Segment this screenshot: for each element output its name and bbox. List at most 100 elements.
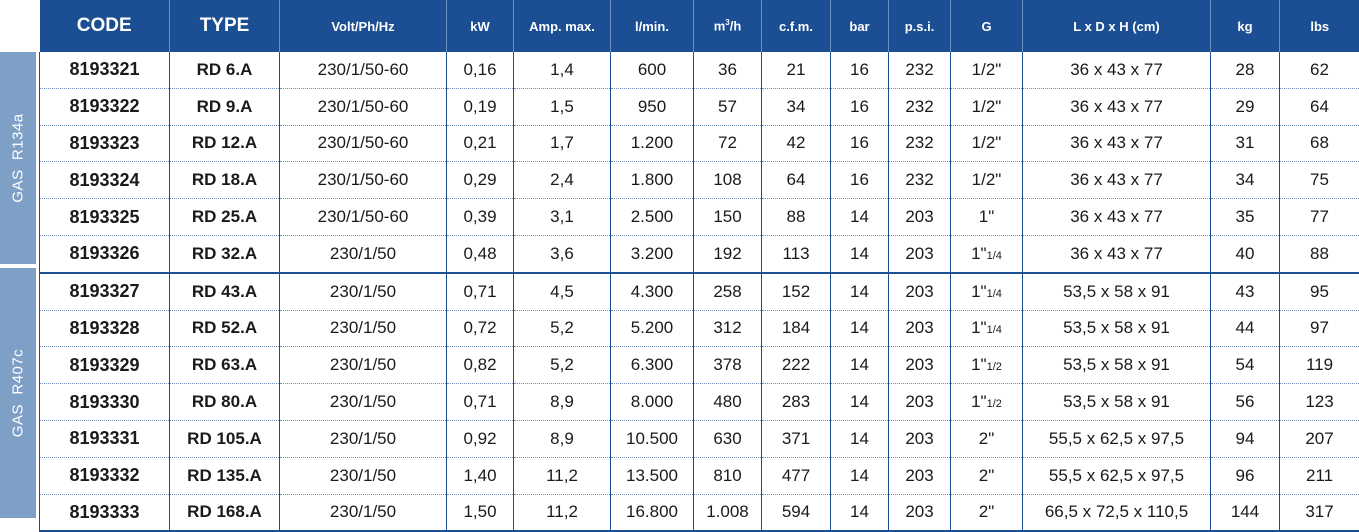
cell-lbs: 211 (1280, 457, 1359, 494)
g-size: 2" (979, 502, 995, 521)
cell-amp: 2,4 (514, 162, 611, 199)
cell-kg: 28 (1211, 52, 1280, 88)
group-label-r134a: GAS R134a (10, 113, 27, 202)
cell-type: RD 63.A (170, 347, 280, 384)
cell-psi: 232 (889, 125, 951, 162)
cell-psi: 203 (889, 384, 951, 421)
cell-cfm: 152 (762, 273, 831, 310)
cell-g: 1"1/2 (951, 347, 1023, 384)
cell-g: 1"1/4 (951, 273, 1023, 310)
cell-lmin: 2.500 (611, 199, 694, 236)
g-size: 1/2" (972, 133, 1002, 152)
cell-lbs: 317 (1280, 494, 1359, 531)
header-volt: Volt/Ph/Hz (280, 0, 447, 52)
g-size: 1/2" (972, 170, 1002, 189)
g-size: 1" (971, 318, 987, 337)
g-size-fraction: 1/2 (987, 361, 1002, 373)
cell-bar: 14 (831, 310, 889, 347)
cell-m3h: 378 (694, 347, 762, 384)
cell-m3h: 1.008 (694, 494, 762, 531)
cell-kg: 29 (1211, 88, 1280, 125)
g-size: 2" (979, 429, 995, 448)
cell-bar: 14 (831, 199, 889, 236)
cell-lmin: 600 (611, 52, 694, 88)
cell-dims: 55,5 x 62,5 x 97,5 (1023, 457, 1211, 494)
cell-bar: 14 (831, 420, 889, 457)
cell-type: RD 9.A (170, 88, 280, 125)
group-label-r407c: GAS R407c (10, 349, 27, 437)
cell-lmin: 5.200 (611, 310, 694, 347)
cell-lbs: 119 (1280, 347, 1359, 384)
cell-code: 8193321 (40, 52, 170, 88)
cell-psi: 232 (889, 52, 951, 88)
cell-code: 8193325 (40, 199, 170, 236)
cell-type: RD 105.A (170, 420, 280, 457)
g-size: 1" (971, 244, 987, 263)
cell-volt: 230/1/50 (280, 494, 447, 531)
cell-volt: 230/1/50 (280, 457, 447, 494)
cell-amp: 3,6 (514, 235, 611, 272)
cell-kg: 43 (1211, 273, 1280, 310)
cell-code: 8193327 (40, 273, 170, 310)
cell-kw: 0,71 (447, 273, 514, 310)
cell-lbs: 62 (1280, 52, 1359, 88)
cell-kw: 1,50 (447, 494, 514, 531)
cell-cfm: 88 (762, 199, 831, 236)
cell-amp: 11,2 (514, 457, 611, 494)
cell-lbs: 75 (1280, 162, 1359, 199)
header-lmin: l/min. (611, 0, 694, 52)
cell-bar: 14 (831, 457, 889, 494)
cell-volt: 230/1/50 (280, 384, 447, 421)
cell-bar: 16 (831, 162, 889, 199)
cell-dims: 53,5 x 58 x 91 (1023, 347, 1211, 384)
cell-lbs: 207 (1280, 420, 1359, 457)
cell-dims: 36 x 43 x 77 (1023, 88, 1211, 125)
cell-m3h: 72 (694, 125, 762, 162)
cell-cfm: 113 (762, 235, 831, 272)
cell-lbs: 97 (1280, 310, 1359, 347)
cell-bar: 14 (831, 347, 889, 384)
cell-m3h: 480 (694, 384, 762, 421)
cell-amp: 3,1 (514, 199, 611, 236)
cell-kw: 0,71 (447, 384, 514, 421)
cell-lmin: 1.800 (611, 162, 694, 199)
cell-code: 8193330 (40, 384, 170, 421)
cell-code: 8193324 (40, 162, 170, 199)
cell-type: RD 43.A (170, 273, 280, 310)
g-size: 1" (971, 392, 987, 411)
cell-g: 1/2" (951, 52, 1023, 88)
cell-bar: 16 (831, 88, 889, 125)
header-kg: kg (1211, 0, 1280, 52)
cell-volt: 230/1/50 (280, 273, 447, 310)
cell-kg: 144 (1211, 494, 1280, 531)
cell-g: 1"1/4 (951, 235, 1023, 272)
cell-m3h: 258 (694, 273, 762, 310)
cell-kw: 0,48 (447, 235, 514, 272)
cell-amp: 1,7 (514, 125, 611, 162)
cell-cfm: 371 (762, 420, 831, 457)
cell-cfm: 222 (762, 347, 831, 384)
cell-dims: 53,5 x 58 x 91 (1023, 273, 1211, 310)
cell-amp: 5,2 (514, 347, 611, 384)
cell-lmin: 1.200 (611, 125, 694, 162)
cell-kg: 34 (1211, 162, 1280, 199)
cell-psi: 203 (889, 273, 951, 310)
cell-cfm: 42 (762, 125, 831, 162)
g-size: 1" (971, 355, 987, 374)
cell-kg: 35 (1211, 199, 1280, 236)
cell-m3h: 36 (694, 52, 762, 88)
cell-kg: 40 (1211, 235, 1280, 272)
header-g: G (951, 0, 1023, 52)
cell-psi: 203 (889, 235, 951, 272)
cell-code: 8193329 (40, 347, 170, 384)
cell-g: 1"1/2 (951, 384, 1023, 421)
cell-type: RD 6.A (170, 52, 280, 88)
